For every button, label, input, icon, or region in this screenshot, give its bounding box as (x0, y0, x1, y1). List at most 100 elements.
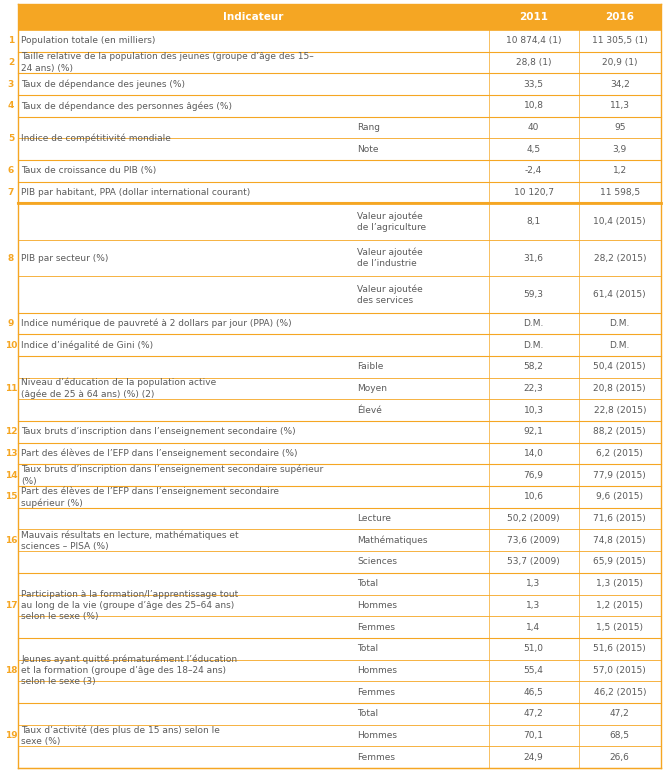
Text: 71,6 (2015): 71,6 (2015) (593, 514, 646, 523)
Text: Population totale (en milliers): Population totale (en milliers) (21, 36, 156, 46)
Text: 10,3: 10,3 (523, 406, 543, 415)
Text: 50,4 (2015): 50,4 (2015) (593, 362, 646, 371)
Text: 6: 6 (8, 167, 14, 175)
Text: Femmes: Femmes (357, 688, 395, 696)
Text: 9,6 (2015): 9,6 (2015) (597, 493, 643, 502)
Text: 65,9 (2015): 65,9 (2015) (593, 557, 646, 567)
Text: Taux bruts d’inscription dans l’enseignement secondaire (%): Taux bruts d’inscription dans l’enseigne… (21, 428, 296, 436)
Text: 1,5 (2015): 1,5 (2015) (597, 622, 643, 631)
Text: Participation à la formation/l’apprentissage tout
au long de la vie (groupe d’âg: Participation à la formation/l’apprentis… (21, 590, 238, 621)
Text: Total: Total (357, 579, 378, 588)
Text: Lecture: Lecture (357, 514, 391, 523)
Text: 1,3: 1,3 (527, 601, 541, 610)
Text: 61,4 (2015): 61,4 (2015) (593, 290, 646, 299)
Text: 76,9: 76,9 (523, 471, 543, 479)
Text: Part des élèves de l’EFP dans l’enseignement secondaire
supérieur (%): Part des élèves de l’EFP dans l’enseigne… (21, 486, 279, 507)
Text: 20,9 (1): 20,9 (1) (602, 58, 638, 67)
Text: D.M.: D.M. (610, 340, 630, 350)
Text: 11,3: 11,3 (610, 101, 630, 110)
Text: Hommes: Hommes (357, 666, 397, 675)
Text: PIB par secteur (%): PIB par secteur (%) (21, 253, 108, 262)
Text: 7: 7 (8, 188, 14, 197)
Text: Part des élèves de l’EFP dans l’enseignement secondaire (%): Part des élèves de l’EFP dans l’enseigne… (21, 449, 297, 459)
Text: Niveau d’éducation de la population active
(âgée de 25 à 64 ans) (%) (2): Niveau d’éducation de la population acti… (21, 378, 216, 399)
Text: 11 305,5 (1): 11 305,5 (1) (592, 36, 648, 46)
Text: Femmes: Femmes (357, 753, 395, 762)
Text: 34,2: 34,2 (610, 80, 630, 89)
Text: 58,2: 58,2 (523, 362, 543, 371)
Text: 4,5: 4,5 (527, 145, 541, 154)
Text: 47,2: 47,2 (610, 709, 630, 718)
Text: 10 120,7: 10 120,7 (513, 188, 553, 197)
Text: Hommes: Hommes (357, 601, 397, 610)
Text: 10,6: 10,6 (523, 493, 543, 502)
Text: Taux bruts d’inscription dans l’enseignement secondaire supérieur
(%): Taux bruts d’inscription dans l’enseigne… (21, 465, 323, 486)
Text: D.M.: D.M. (610, 319, 630, 328)
Text: 88,2 (2015): 88,2 (2015) (593, 428, 646, 436)
Text: 57,0 (2015): 57,0 (2015) (593, 666, 646, 675)
Text: 15: 15 (5, 493, 17, 502)
Text: 51,6 (2015): 51,6 (2015) (593, 644, 646, 653)
Text: Taux de dépendance des personnes âgées (%): Taux de dépendance des personnes âgées (… (21, 101, 232, 110)
Text: 6,2 (2015): 6,2 (2015) (597, 449, 643, 458)
Text: 28,2 (2015): 28,2 (2015) (593, 253, 646, 262)
Text: Total: Total (357, 644, 378, 653)
Text: 2: 2 (8, 58, 14, 67)
Text: 1,2 (2015): 1,2 (2015) (597, 601, 643, 610)
Text: 3: 3 (8, 80, 14, 89)
Text: D.M.: D.M. (523, 319, 544, 328)
Text: 95: 95 (614, 123, 626, 132)
Text: 9: 9 (8, 319, 14, 328)
Text: 10 874,4 (1): 10 874,4 (1) (506, 36, 561, 46)
Text: 92,1: 92,1 (523, 428, 543, 436)
Text: 70,1: 70,1 (523, 731, 543, 740)
Text: Rang: Rang (357, 123, 380, 132)
Text: Indice numérique de pauvreté à 2 dollars par jour (PPA) (%): Indice numérique de pauvreté à 2 dollars… (21, 319, 292, 328)
Text: Femmes: Femmes (357, 622, 395, 631)
Text: 2016: 2016 (605, 12, 634, 22)
Text: Taille relative de la population des jeunes (groupe d’âge des 15–
24 ans) (%): Taille relative de la population des jeu… (21, 52, 314, 73)
Text: 28,8 (1): 28,8 (1) (516, 58, 551, 67)
Text: D.M.: D.M. (523, 340, 544, 350)
Text: 50,2 (2009): 50,2 (2009) (507, 514, 560, 523)
Text: 47,2: 47,2 (523, 709, 543, 718)
Text: 1,4: 1,4 (527, 622, 541, 631)
Text: 18: 18 (5, 666, 17, 675)
Text: Jeunes ayant quitté prématurément l’éducation
et la formation (groupe d’âge des : Jeunes ayant quitté prématurément l’éduc… (21, 655, 237, 686)
Text: Mauvais résultats en lecture, mathématiques et
sciences – PISA (%): Mauvais résultats en lecture, mathématiq… (21, 530, 239, 550)
Text: Sciences: Sciences (357, 557, 397, 567)
Text: 10,8: 10,8 (523, 101, 543, 110)
Text: Taux de croissance du PIB (%): Taux de croissance du PIB (%) (21, 167, 156, 175)
Text: 53,7 (2009): 53,7 (2009) (507, 557, 560, 567)
Text: 16: 16 (5, 536, 17, 545)
Text: 3,9: 3,9 (612, 145, 627, 154)
Text: 17: 17 (5, 601, 17, 610)
Text: Valeur ajoutée
des services: Valeur ajoutée des services (357, 284, 423, 305)
Text: Note: Note (357, 145, 378, 154)
Text: 55,4: 55,4 (523, 666, 543, 675)
Text: 1,3 (2015): 1,3 (2015) (597, 579, 643, 588)
Text: 10: 10 (5, 340, 17, 350)
Text: 2011: 2011 (519, 12, 548, 22)
Text: 26,6: 26,6 (610, 753, 630, 762)
Text: 5: 5 (8, 134, 14, 143)
Text: Indicateur: Indicateur (223, 12, 283, 22)
Text: 33,5: 33,5 (523, 80, 543, 89)
Text: Indice d’inégalité de Gini (%): Indice d’inégalité de Gini (%) (21, 340, 153, 350)
Text: 51,0: 51,0 (523, 644, 543, 653)
Text: 1: 1 (8, 36, 14, 46)
Text: Taux de dépendance des jeunes (%): Taux de dépendance des jeunes (%) (21, 80, 185, 89)
Text: 12: 12 (5, 428, 17, 436)
Text: Moyen: Moyen (357, 384, 387, 393)
Text: 40: 40 (528, 123, 539, 132)
Text: 1,3: 1,3 (527, 579, 541, 588)
Text: 14,0: 14,0 (523, 449, 543, 458)
Text: Hommes: Hommes (357, 731, 397, 740)
Text: 13: 13 (5, 449, 17, 458)
Text: Taux d’activité (des plus de 15 ans) selon le
sexe (%): Taux d’activité (des plus de 15 ans) sel… (21, 725, 220, 746)
Bar (18, 4, 661, 30)
Text: 22,3: 22,3 (523, 384, 543, 393)
Text: Indice de compétitivité mondiale: Indice de compétitivité mondiale (21, 134, 171, 143)
Text: 24,9: 24,9 (523, 753, 543, 762)
Text: Mathématiques: Mathématiques (357, 536, 428, 545)
